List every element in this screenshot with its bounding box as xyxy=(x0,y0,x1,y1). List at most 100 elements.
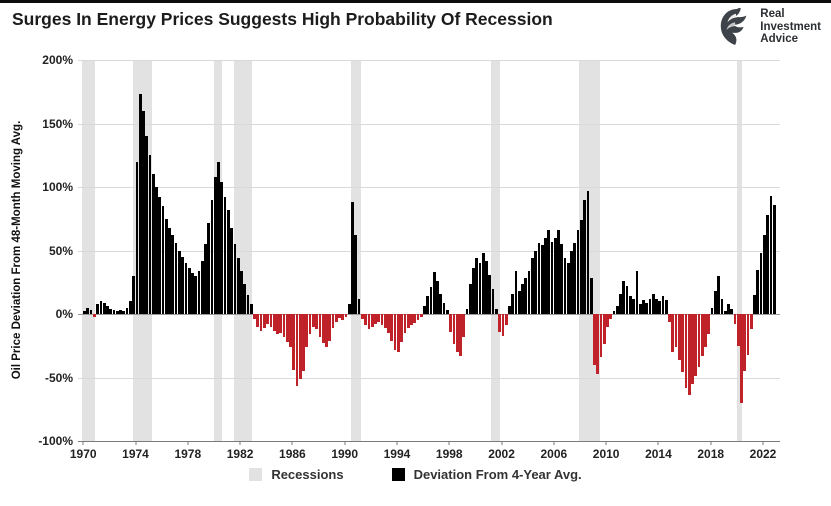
chart-title: Surges In Energy Prices Suggests High Pr… xyxy=(12,9,553,29)
bar xyxy=(325,314,328,348)
y-axis-title: Oil Price Deviation From 48-Month Moving… xyxy=(11,120,23,380)
y-tick-label: 200% xyxy=(42,53,73,67)
bar xyxy=(717,275,720,314)
bar xyxy=(449,314,452,332)
bar xyxy=(262,314,266,328)
bar xyxy=(612,311,616,314)
bar xyxy=(276,314,279,335)
bar xyxy=(501,314,505,336)
bar xyxy=(635,270,639,314)
bar xyxy=(184,263,188,314)
ria-logo: Real Investment Advice xyxy=(717,8,821,46)
bar xyxy=(596,314,600,374)
bar xyxy=(488,274,492,314)
bar xyxy=(491,288,495,314)
bar xyxy=(723,311,727,314)
bar xyxy=(704,314,707,348)
x-tick-mark xyxy=(501,441,503,445)
gridline xyxy=(78,377,780,379)
y-tick-label: -100% xyxy=(38,434,73,448)
bar xyxy=(534,250,537,314)
bar xyxy=(459,314,462,356)
bar xyxy=(227,209,230,314)
bar xyxy=(465,308,469,314)
bar xyxy=(713,291,717,314)
bar xyxy=(727,303,730,314)
bar xyxy=(194,275,198,314)
bar xyxy=(684,314,688,388)
bar xyxy=(766,214,769,314)
bar xyxy=(374,314,377,325)
y-tick-label: 0% xyxy=(55,307,73,321)
bar xyxy=(377,314,381,322)
x-tick-mark xyxy=(396,441,398,445)
x-tick-label: 1978 xyxy=(174,447,202,461)
bar xyxy=(367,314,371,330)
bar xyxy=(122,311,126,314)
bar xyxy=(629,296,632,314)
gridline xyxy=(78,123,780,125)
bar xyxy=(220,181,224,314)
bar xyxy=(396,314,400,353)
x-tick-label: 1994 xyxy=(383,447,411,461)
bar xyxy=(164,218,168,314)
bar xyxy=(547,230,551,314)
bar xyxy=(423,306,426,314)
bar xyxy=(383,314,387,328)
bars-layer xyxy=(78,60,780,441)
x-tick-mark xyxy=(553,441,555,445)
x-tick-label: 1990 xyxy=(331,447,359,461)
bar xyxy=(171,235,175,314)
bar xyxy=(125,307,129,314)
ria-logo-text: Real Investment Advice xyxy=(760,8,821,45)
bar xyxy=(485,260,488,314)
bar xyxy=(96,303,100,314)
x-tick-mark xyxy=(135,441,137,445)
x-tick-mark xyxy=(448,441,450,445)
bar xyxy=(632,298,635,314)
bar xyxy=(89,310,93,314)
bar xyxy=(213,176,217,314)
x-tick-label: 1970 xyxy=(69,447,97,461)
bar xyxy=(544,237,547,314)
bar xyxy=(181,256,184,314)
x-tick-label: 2002 xyxy=(488,447,515,461)
bar xyxy=(243,283,247,314)
bar xyxy=(599,314,603,358)
bar xyxy=(393,314,397,350)
x-tick-label: 2018 xyxy=(697,447,725,461)
bar xyxy=(452,314,456,345)
x-tick-mark xyxy=(710,441,712,445)
bar xyxy=(521,283,524,314)
bar xyxy=(119,310,122,314)
bar xyxy=(481,253,485,314)
bar xyxy=(743,314,747,372)
bar xyxy=(380,314,384,326)
bar xyxy=(390,314,394,341)
bar xyxy=(361,314,364,320)
bar xyxy=(540,245,544,314)
bar xyxy=(746,314,750,355)
x-tick-label: 2010 xyxy=(592,447,620,461)
bar xyxy=(302,314,305,372)
y-tick-label: 50% xyxy=(48,243,73,258)
x-tick-mark xyxy=(239,441,241,445)
bar xyxy=(233,244,237,314)
bar xyxy=(142,110,145,314)
bar xyxy=(700,314,704,356)
bar xyxy=(642,300,645,314)
y-tick-label: 100% xyxy=(42,180,73,194)
bar xyxy=(687,314,691,396)
bar xyxy=(338,314,341,318)
bar xyxy=(370,314,374,327)
bar xyxy=(602,314,606,345)
bar xyxy=(756,269,760,314)
bar xyxy=(517,291,521,314)
bar xyxy=(410,314,413,326)
bar xyxy=(651,293,655,314)
bar xyxy=(305,314,309,348)
bar xyxy=(279,314,283,334)
x-tick-mark xyxy=(605,441,607,445)
bar xyxy=(155,187,158,314)
x-tick-label: 2022 xyxy=(749,447,777,461)
